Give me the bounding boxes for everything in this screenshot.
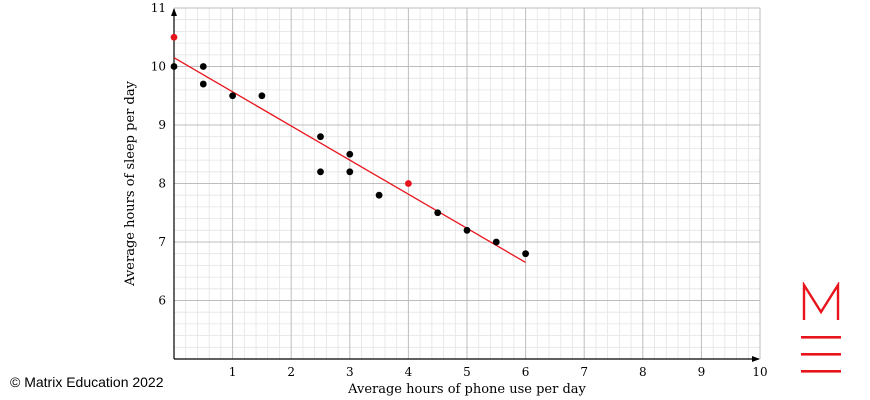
x-tick-label: 9	[698, 365, 706, 379]
data-point	[375, 191, 383, 199]
data-point	[317, 168, 324, 176]
data-point	[258, 92, 266, 100]
data-point	[463, 226, 471, 234]
x-tick-label: 1	[229, 365, 237, 379]
logo-bar	[801, 370, 841, 373]
logo-bar	[801, 336, 841, 339]
x-tick-label: 4	[405, 365, 413, 379]
major-grid	[174, 7, 761, 359]
matrix-logo	[801, 282, 841, 373]
data-point	[199, 80, 207, 88]
y-tick-label: 11	[151, 1, 166, 15]
data-point	[317, 133, 324, 141]
y-tick-label: 7	[158, 235, 166, 249]
data-point	[170, 63, 178, 70]
y-tick-labels: 6 7 8 9 10 11	[151, 1, 166, 308]
y-tick-label: 8	[158, 177, 166, 191]
data-points	[170, 33, 529, 258]
x-tick-label: 10	[752, 365, 767, 379]
x-tick-label: 2	[287, 365, 295, 379]
y-axis-arrow	[171, 8, 177, 16]
data-point	[346, 168, 354, 176]
data-point	[229, 92, 237, 100]
logo-bar	[801, 353, 841, 356]
data-point	[405, 180, 412, 187]
x-tick-label: 6	[522, 365, 530, 379]
x-tick-label: 7	[580, 365, 588, 379]
y-tick-label: 10	[151, 60, 166, 74]
x-axis-arrow	[752, 356, 760, 362]
axes	[171, 8, 760, 362]
data-point	[346, 150, 354, 158]
y-tick-label: 6	[158, 294, 166, 308]
data-point	[199, 63, 207, 70]
logo-m-mark	[802, 282, 840, 320]
x-axis-title: Average hours of phone use per day	[347, 382, 586, 397]
x-tick-labels: 1 2 3 4 5 6 7 8 9 10	[229, 365, 768, 379]
x-tick-label: 8	[639, 365, 647, 379]
data-point	[522, 250, 529, 258]
x-tick-label: 5	[463, 365, 471, 379]
data-point	[492, 238, 500, 246]
data-point	[434, 209, 442, 217]
data-point	[170, 33, 178, 41]
y-axis-title: Average hours of sleep per day	[123, 80, 138, 286]
y-tick-label: 9	[158, 118, 166, 132]
x-tick-label: 3	[346, 365, 354, 379]
copyright-notice: © Matrix Education 2022	[10, 374, 164, 390]
